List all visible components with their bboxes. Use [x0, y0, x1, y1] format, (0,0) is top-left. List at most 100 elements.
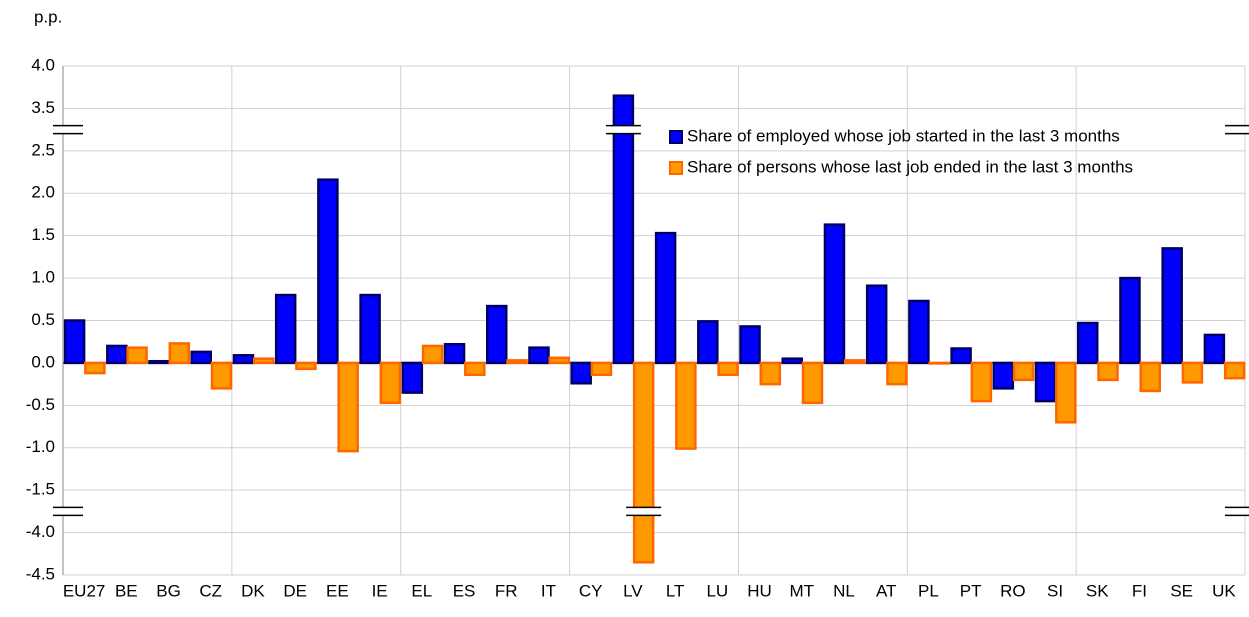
- bar: [950, 347, 972, 365]
- bar: [1203, 333, 1226, 365]
- legend-swatch: [669, 130, 683, 144]
- x-tick-label: DK: [241, 581, 265, 600]
- bar: [823, 223, 846, 365]
- y-tick-label: -1.0: [26, 437, 55, 456]
- bar: [1223, 361, 1246, 380]
- bar: [632, 361, 655, 564]
- legend-swatch: [669, 161, 683, 175]
- x-tick-label: SE: [1170, 581, 1193, 600]
- x-tick-label: IE: [372, 581, 388, 600]
- bar: [697, 320, 719, 365]
- x-tick-label: PL: [918, 581, 939, 600]
- x-tick-label: MT: [789, 581, 814, 600]
- bar: [359, 293, 381, 365]
- bar: [421, 344, 444, 365]
- y-tick-label: 0.0: [31, 352, 55, 371]
- x-tick-label: CZ: [199, 581, 222, 600]
- bar: [210, 361, 233, 390]
- bar: [654, 231, 677, 365]
- x-tick-label: PT: [960, 581, 982, 600]
- bar: [1077, 321, 1099, 365]
- bar: [1055, 361, 1077, 424]
- x-tick-label: LU: [706, 581, 728, 600]
- x-tick-label: CY: [579, 581, 603, 600]
- legend-label: Share of persons whose last job ended in…: [687, 157, 1133, 176]
- x-tick-label: SK: [1086, 581, 1109, 600]
- y-tick-label: 1.0: [31, 268, 55, 287]
- bar: [190, 350, 212, 365]
- x-tick-label: FR: [495, 581, 518, 600]
- y-tick-label: 3.5: [31, 98, 55, 117]
- y-tick-label: -0.5: [26, 395, 55, 414]
- x-tick-label: FI: [1132, 581, 1147, 600]
- bar: [379, 361, 402, 405]
- y-tick-label: -4.0: [26, 522, 55, 541]
- x-tick-label: EL: [411, 581, 432, 600]
- bar: [886, 361, 908, 386]
- bar: [590, 361, 613, 377]
- bar: [992, 361, 1015, 390]
- bar: [801, 361, 824, 405]
- bar: [106, 344, 128, 365]
- bar: [908, 299, 930, 365]
- bar: [928, 361, 950, 365]
- bar: [675, 361, 697, 450]
- x-tick-label: HU: [747, 581, 772, 600]
- bar: [337, 361, 359, 453]
- bar: [612, 94, 635, 365]
- bar: [1012, 361, 1035, 382]
- x-tick-label: IT: [541, 581, 556, 600]
- bar: [232, 354, 255, 365]
- x-tick-label: EE: [326, 581, 349, 600]
- bar: [548, 356, 570, 365]
- x-tick-label: NL: [833, 581, 855, 600]
- bar: [148, 359, 170, 365]
- x-tick-label: AT: [876, 581, 896, 600]
- axis-break: [1225, 125, 1249, 134]
- bar: [1139, 361, 1161, 393]
- y-axis-label: p.p.: [34, 7, 62, 26]
- x-tick-label: BG: [156, 581, 181, 600]
- bar: [1119, 276, 1141, 365]
- bar: [401, 361, 424, 394]
- x-tick-label: ES: [453, 581, 476, 600]
- y-tick-label: 2.5: [31, 140, 55, 159]
- bar-break: [626, 507, 662, 516]
- bar: [843, 359, 866, 365]
- axis-break: [53, 125, 83, 134]
- x-tick-label: BE: [115, 581, 138, 600]
- bar: [274, 293, 297, 365]
- bar: [63, 319, 86, 365]
- bar: [570, 361, 592, 385]
- bar: [717, 361, 739, 377]
- x-tick-label: LV: [623, 581, 643, 600]
- bar: [1097, 361, 1119, 382]
- x-tick-label: EU27: [63, 581, 106, 600]
- y-tick-label: 1.5: [31, 225, 55, 244]
- bar: [865, 284, 888, 365]
- y-tick-label: -1.5: [26, 480, 55, 499]
- bar: [486, 304, 508, 365]
- bar: [781, 357, 804, 365]
- y-tick-label: 0.5: [31, 310, 55, 329]
- bar: [443, 343, 466, 365]
- bar: [317, 178, 339, 365]
- axis-break: [1225, 507, 1249, 516]
- bar: [970, 361, 993, 403]
- bar: [84, 361, 106, 375]
- bar: [506, 359, 528, 365]
- legend-label: Share of employed whose job started in t…: [687, 126, 1120, 145]
- x-tick-label: DE: [283, 581, 307, 600]
- x-tick-label: SI: [1047, 581, 1063, 600]
- bar: [759, 361, 782, 386]
- bar: [528, 346, 550, 365]
- bar: [168, 342, 191, 365]
- bar: [295, 361, 317, 371]
- bar: [464, 361, 486, 377]
- bar: [739, 325, 761, 365]
- y-tick-label: 2.0: [31, 183, 55, 202]
- bar: [252, 357, 275, 365]
- y-tick-label: -4.5: [26, 564, 55, 583]
- x-tick-label: LT: [666, 581, 685, 600]
- x-tick-label: UK: [1212, 581, 1236, 600]
